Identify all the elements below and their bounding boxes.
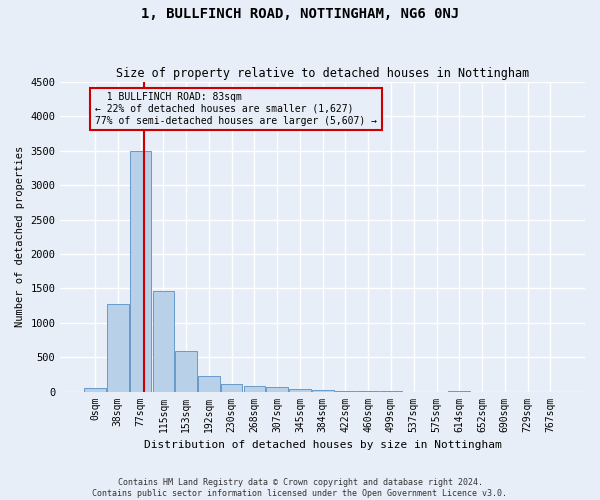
Text: 1, BULLFINCH ROAD, NOTTINGHAM, NG6 0NJ: 1, BULLFINCH ROAD, NOTTINGHAM, NG6 0NJ bbox=[141, 8, 459, 22]
Bar bbox=[107, 304, 128, 392]
Bar bbox=[289, 389, 311, 392]
Y-axis label: Number of detached properties: Number of detached properties bbox=[15, 146, 25, 328]
Bar bbox=[198, 376, 220, 392]
Bar bbox=[175, 351, 197, 392]
Bar bbox=[266, 388, 288, 392]
Bar bbox=[130, 151, 151, 392]
Title: Size of property relative to detached houses in Nottingham: Size of property relative to detached ho… bbox=[116, 66, 529, 80]
Bar bbox=[358, 391, 379, 392]
Bar bbox=[84, 388, 106, 392]
Bar bbox=[152, 291, 174, 392]
Bar bbox=[244, 386, 265, 392]
Bar bbox=[221, 384, 242, 392]
Bar bbox=[312, 390, 334, 392]
Text: 1 BULLFINCH ROAD: 83sqm
← 22% of detached houses are smaller (1,627)
77% of semi: 1 BULLFINCH ROAD: 83sqm ← 22% of detache… bbox=[95, 92, 377, 126]
Bar bbox=[335, 390, 356, 392]
X-axis label: Distribution of detached houses by size in Nottingham: Distribution of detached houses by size … bbox=[144, 440, 502, 450]
Text: Contains HM Land Registry data © Crown copyright and database right 2024.
Contai: Contains HM Land Registry data © Crown c… bbox=[92, 478, 508, 498]
